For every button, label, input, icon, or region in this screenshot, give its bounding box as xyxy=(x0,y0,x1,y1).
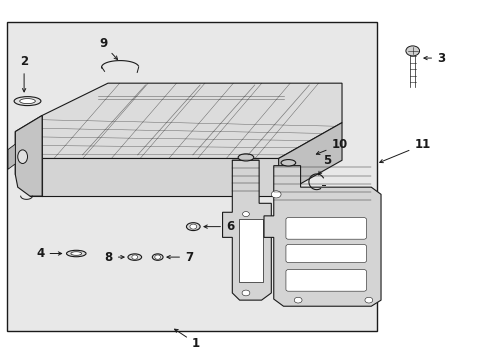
Bar xyxy=(6,22,376,330)
Circle shape xyxy=(294,297,302,303)
FancyBboxPatch shape xyxy=(285,270,366,291)
Ellipse shape xyxy=(14,96,41,105)
Text: 1: 1 xyxy=(174,329,200,350)
Ellipse shape xyxy=(238,154,253,161)
Text: 2: 2 xyxy=(20,55,28,92)
FancyBboxPatch shape xyxy=(285,218,366,239)
Ellipse shape xyxy=(128,254,142,260)
Ellipse shape xyxy=(281,159,295,166)
Polygon shape xyxy=(278,123,341,196)
Text: 11: 11 xyxy=(379,138,430,163)
Circle shape xyxy=(405,46,419,56)
Circle shape xyxy=(132,255,138,259)
Polygon shape xyxy=(8,144,15,169)
Ellipse shape xyxy=(18,150,27,163)
Ellipse shape xyxy=(186,223,200,230)
Text: 9: 9 xyxy=(99,37,117,59)
Polygon shape xyxy=(42,158,278,196)
FancyBboxPatch shape xyxy=(285,244,366,262)
Polygon shape xyxy=(15,116,42,175)
Text: 10: 10 xyxy=(316,138,347,154)
Text: 7: 7 xyxy=(166,251,193,264)
Circle shape xyxy=(364,297,372,303)
Ellipse shape xyxy=(66,250,86,257)
Polygon shape xyxy=(42,83,341,158)
Ellipse shape xyxy=(152,254,163,260)
Bar xyxy=(238,220,263,282)
Circle shape xyxy=(189,224,196,229)
Polygon shape xyxy=(15,116,42,196)
Circle shape xyxy=(242,212,249,217)
Ellipse shape xyxy=(20,99,35,104)
Text: 5: 5 xyxy=(318,154,331,175)
Text: 8: 8 xyxy=(104,251,124,264)
Text: 6: 6 xyxy=(203,220,234,233)
Circle shape xyxy=(242,290,249,296)
Text: 4: 4 xyxy=(36,247,61,260)
Ellipse shape xyxy=(71,252,81,255)
Polygon shape xyxy=(222,160,271,300)
Circle shape xyxy=(271,191,281,198)
Circle shape xyxy=(155,255,160,259)
Polygon shape xyxy=(264,166,380,306)
Text: 3: 3 xyxy=(423,51,444,64)
